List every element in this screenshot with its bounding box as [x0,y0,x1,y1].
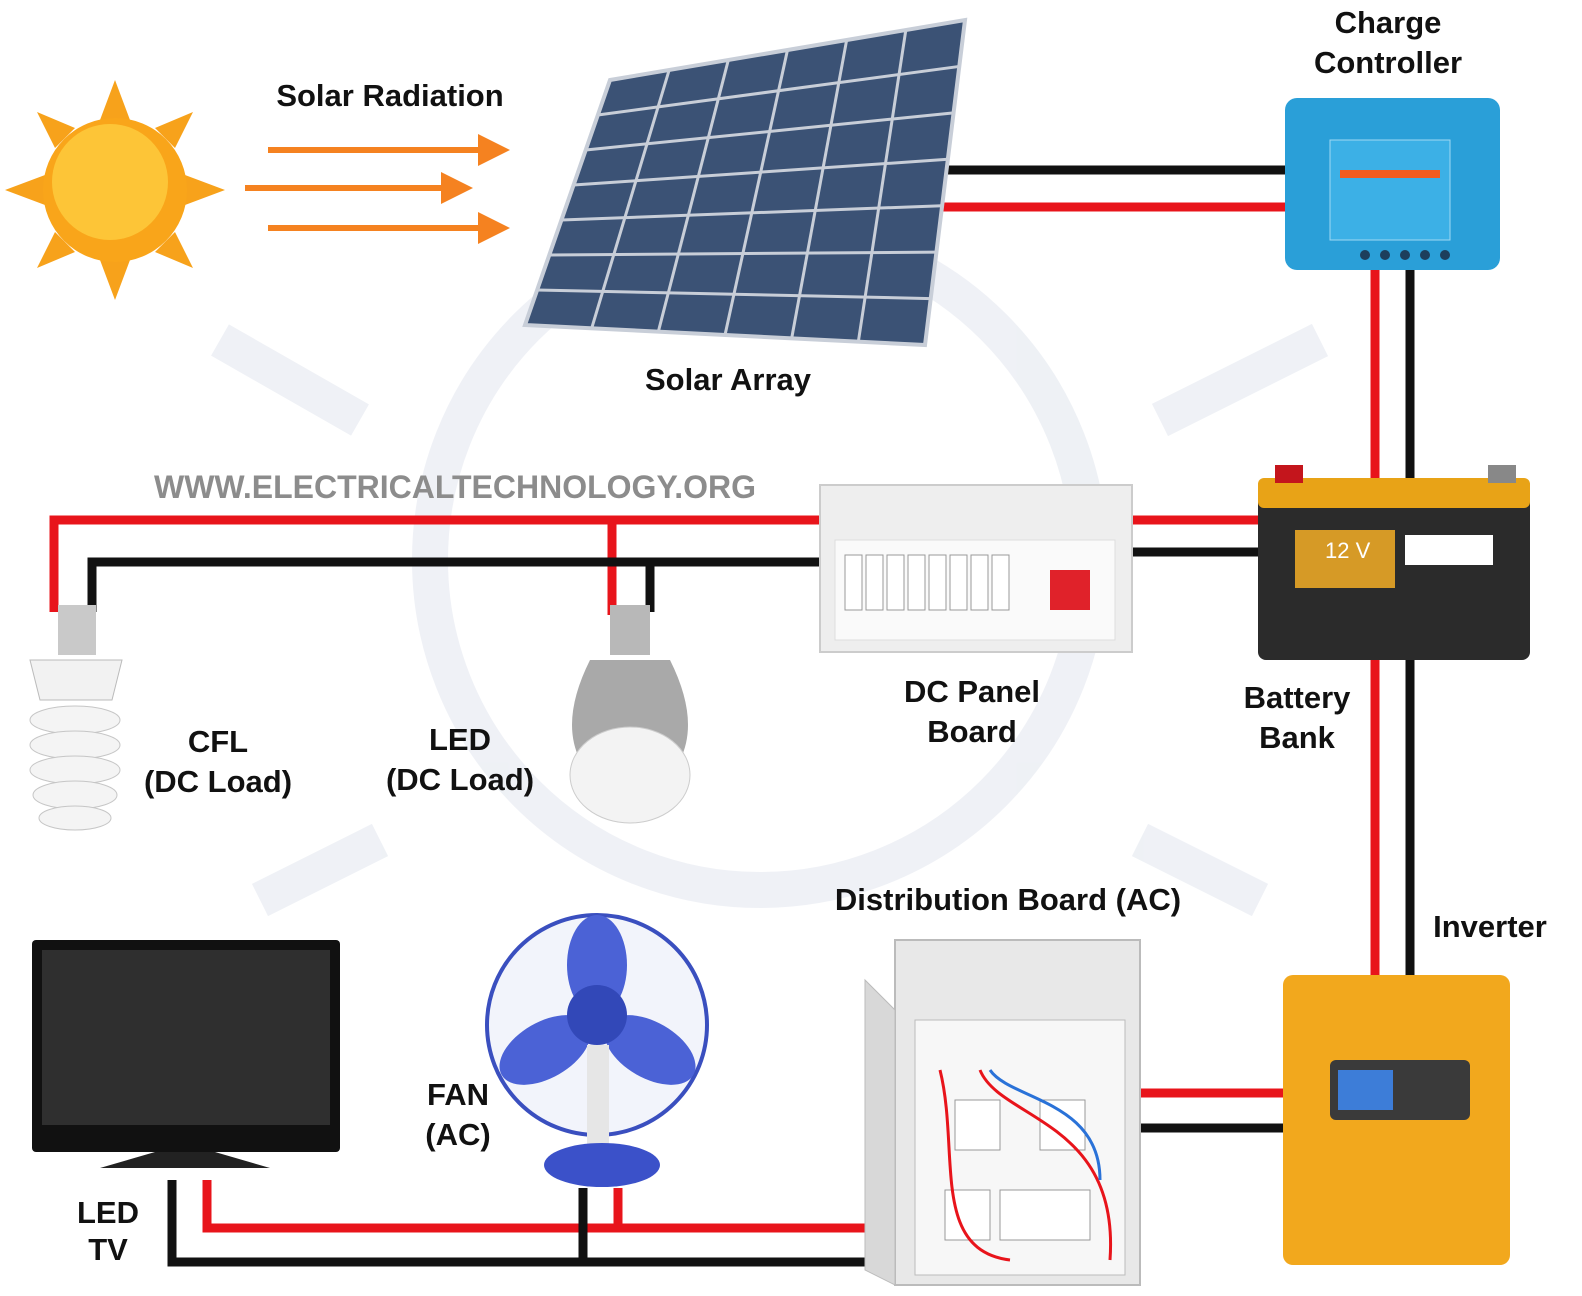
detail [971,555,988,610]
label: LED [429,722,491,757]
led-tv [32,940,340,1168]
label: Charge [1335,5,1442,40]
fan [487,915,707,1187]
label: (DC Load) [386,762,534,797]
label: Bank [1259,720,1336,755]
distribution-board [865,940,1140,1285]
label: TV [88,1232,128,1267]
detail [992,555,1009,610]
detail [950,555,967,610]
diagram: Solar Radiation Solar Array Charge Contr… [0,0,1582,1296]
battery [1258,465,1530,660]
charge-controller [1285,98,1500,270]
detail [908,555,925,610]
label: Inverter [1433,909,1547,944]
label: (DC Load) [144,764,292,799]
label: FAN [427,1077,489,1112]
label: Solar Radiation [276,78,503,113]
radiation-arrows [245,134,510,244]
label: Battery [1244,680,1352,715]
detail [866,555,883,610]
label: CFL [188,724,248,759]
label: Solar Array [645,362,812,397]
battery-voltage: 12 V [1325,538,1371,563]
solar-panel [525,20,965,345]
led-bulb [570,605,690,823]
detail [929,555,946,610]
label: DC Panel [904,674,1040,709]
cfl-bulb [30,605,122,830]
label: (AC) [425,1117,490,1152]
detail [845,555,862,610]
dc-panel-board [820,485,1132,652]
sun [5,80,225,300]
label: Controller [1314,45,1462,80]
watermark: WWW.ELECTRICALTECHNOLOGY.ORG [154,469,756,505]
detail [887,555,904,610]
inverter [1283,975,1510,1265]
label: LED [77,1195,139,1230]
label: Distribution Board (AC) [835,882,1181,917]
label: Board [927,714,1017,749]
